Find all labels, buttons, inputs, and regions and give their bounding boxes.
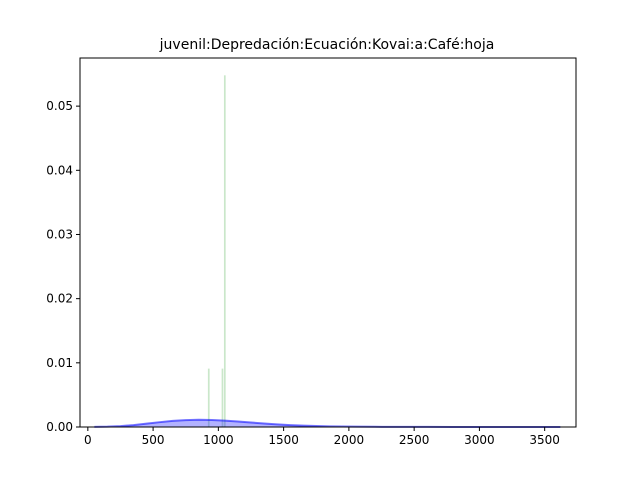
chart-title: juvenil:Depredación:Ecuación:Kovai:a:Caf…: [159, 37, 495, 53]
histogram-bar-2: [223, 75, 226, 427]
axes-frame: [79, 57, 577, 428]
y-tick-label: 0.02: [46, 292, 73, 306]
y-axis: 0.00 0.01 0.02 0.03 0.04 0.05: [46, 99, 80, 434]
y-tick-label: 0.05: [46, 99, 73, 113]
x-tick-label: 1000: [203, 433, 234, 447]
x-tick-label: 0: [84, 433, 92, 447]
x-tick-label: 2500: [399, 433, 430, 447]
x-tick-label: 2000: [334, 433, 365, 447]
x-tick-label: 3500: [529, 433, 560, 447]
x-tick-label: 3000: [464, 433, 495, 447]
x-tick-label: 500: [142, 433, 165, 447]
y-tick-label: 0.01: [46, 356, 73, 370]
density-area: [94, 419, 561, 427]
histogram-bar-0: [207, 368, 210, 427]
y-tick-label: 0.04: [46, 163, 73, 177]
x-axis: 0 500 1000 1500 2000 2500 3000 3500: [84, 427, 560, 447]
x-tick-label: 1500: [268, 433, 299, 447]
histogram-bar-1: [221, 368, 224, 427]
y-tick-label: 0.00: [46, 420, 73, 434]
y-tick-label: 0.03: [46, 227, 73, 241]
